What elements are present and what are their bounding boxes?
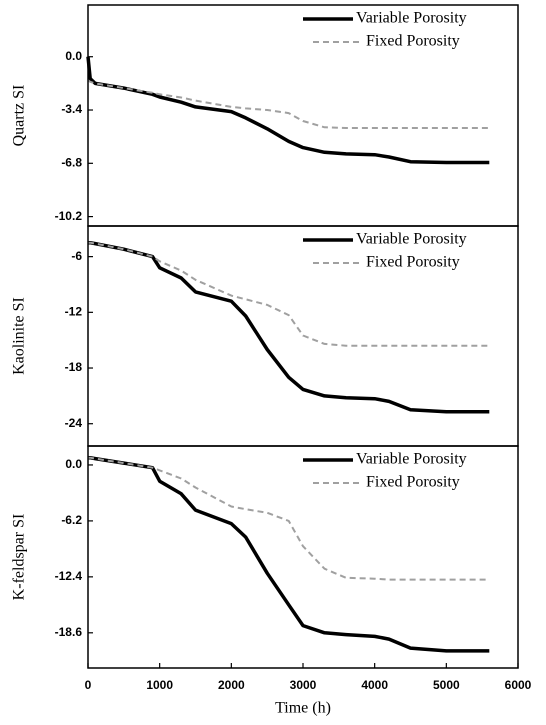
y-tick-label: 0.0 — [65, 457, 82, 471]
legend-label: Variable Porosity — [356, 451, 467, 468]
y-axis-label: Kaolinite SI — [11, 297, 28, 375]
legend-label: Fixed Porosity — [366, 33, 460, 50]
series-line — [88, 456, 490, 581]
x-tick-label: 2000 — [218, 678, 245, 692]
x-tick-label: 1000 — [146, 678, 173, 692]
legend-label: Fixed Porosity — [366, 474, 460, 491]
x-tick-label: 4000 — [361, 678, 388, 692]
series-line — [87, 79, 490, 129]
y-tick-label: -18 — [65, 360, 83, 374]
y-tick-label: -6.8 — [61, 155, 82, 169]
x-tick-label: 3000 — [290, 678, 317, 692]
plot-frame — [87, 445, 519, 669]
y-tick-label: -12 — [65, 305, 83, 319]
y-tick-label: -10.2 — [55, 209, 83, 223]
y-tick-label: -18.6 — [55, 625, 83, 639]
y-axis-label: Quartz SI — [11, 85, 28, 147]
legend-label: Variable Porosity — [356, 10, 467, 27]
y-tick-label: -12.4 — [55, 569, 83, 583]
y-tick-label: -3.4 — [61, 102, 82, 116]
series-line — [86, 56, 490, 165]
y-tick-label: -24 — [65, 416, 83, 430]
legend-label: Fixed Porosity — [366, 254, 460, 271]
x-tick-label: 0 — [85, 678, 92, 692]
y-axis-label: K-feldspar SI — [11, 514, 28, 601]
series-line — [88, 241, 490, 347]
legend-label: Variable Porosity — [356, 231, 467, 248]
y-tick-label: -6 — [71, 249, 82, 263]
y-tick-label: 0.0 — [65, 49, 82, 63]
x-tick-label: 6000 — [505, 678, 532, 692]
x-tick-label: 5000 — [433, 678, 460, 692]
x-axis-label: Time (h) — [275, 700, 331, 717]
y-tick-label: -6.2 — [61, 513, 82, 527]
